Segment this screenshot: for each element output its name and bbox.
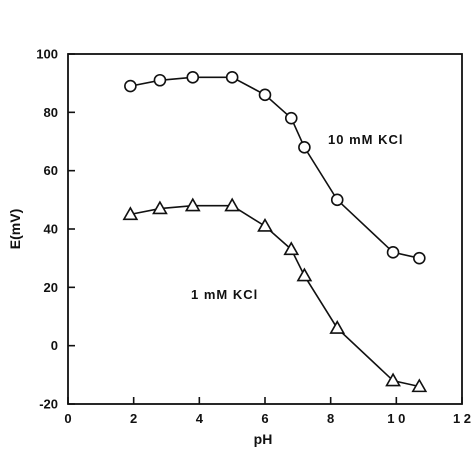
data-point-triangle [329, 320, 346, 334]
x-tick-label: 6 [261, 411, 268, 426]
data-point-triangle [122, 206, 139, 221]
series-line [130, 204, 420, 388]
data-point-circle [386, 246, 400, 259]
series-label-1mm-kcl: 1 mM KCl [191, 287, 258, 302]
y-tick-label: -20 [39, 397, 58, 412]
data-point-circle [330, 193, 344, 207]
data-point-triangle [184, 197, 201, 212]
data-point-circle [413, 251, 426, 265]
y-tick-label: 0 [51, 338, 58, 353]
ticks [67, 53, 463, 405]
data-point-triangle [411, 378, 428, 393]
x-tick-label: 2 [130, 411, 137, 426]
data-point-triangle [152, 200, 168, 215]
data-point-triangle [385, 372, 401, 387]
data-point-circle [124, 79, 137, 93]
x-tick-label: 1 2 [453, 411, 471, 426]
x-tick-label: 4 [196, 411, 204, 426]
series [122, 71, 428, 393]
x-tick-label: 8 [327, 411, 334, 426]
data-point-circle [186, 71, 200, 84]
series-0 [124, 71, 426, 265]
series-1 [122, 197, 428, 393]
data-point-circle [284, 111, 298, 125]
data-point-triangle [257, 217, 273, 232]
data-point-circle [153, 73, 167, 87]
y-tick-label: 80 [44, 105, 58, 120]
data-point-circle [225, 71, 239, 84]
data-point-triangle [224, 197, 241, 212]
x-axis-title: pH [254, 431, 273, 447]
y-tick-label: 60 [44, 163, 58, 178]
series-line [130, 76, 420, 259]
data-point-triangle [296, 267, 313, 282]
data-point-circle [258, 88, 272, 102]
y-axis-title: E(mV) [7, 209, 23, 249]
data-point-circle [298, 141, 311, 154]
series-label-10mm-kcl: 10 mM KCl [328, 132, 403, 147]
x-tick-label: 0 [64, 411, 71, 426]
data-point-triangle [283, 241, 300, 256]
y-tick-label: 20 [44, 280, 58, 295]
y-tick-label: 40 [44, 222, 58, 237]
y-tick-label: 100 [36, 47, 58, 62]
x-tick-label: 1 0 [387, 411, 405, 426]
